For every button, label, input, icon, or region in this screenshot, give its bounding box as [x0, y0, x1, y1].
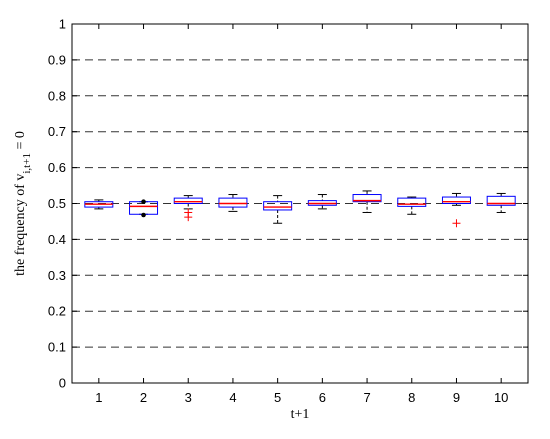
x-tick-label: 2 — [140, 390, 147, 405]
x-tick-label: 7 — [363, 390, 370, 405]
box-iqr — [263, 201, 293, 211]
y-tick-label: 0.7 — [48, 124, 66, 139]
outlier-point — [141, 212, 146, 218]
x-tick-label: 10 — [494, 390, 508, 405]
y-tick-label: 1 — [59, 17, 66, 32]
y-axis-title-subscript: i,t+1 — [21, 153, 33, 174]
outlier-point — [141, 199, 146, 205]
box-plot-9 — [441, 192, 471, 228]
x-tick-label: 5 — [274, 390, 281, 405]
outlier-point — [184, 213, 193, 222]
y-tick-label: 0.3 — [48, 268, 66, 283]
y-axis-title: the frequency of vi,t+1 = 0 — [13, 131, 33, 276]
box-plot-10 — [486, 192, 516, 213]
box-plot-5 — [263, 195, 293, 224]
x-tick-label: 6 — [319, 390, 326, 405]
box-plot-6 — [307, 194, 337, 210]
box-iqr — [397, 197, 427, 207]
y-tick-label: 0.1 — [48, 340, 66, 355]
box-plot-4 — [218, 194, 248, 212]
box-iqr — [441, 196, 471, 204]
y-axis-title-suffix: = 0 — [13, 131, 28, 153]
box-plot-7 — [352, 190, 382, 213]
box-iqr — [486, 195, 516, 206]
y-tick-label: 0.9 — [48, 52, 66, 67]
box-plot-2 — [129, 199, 159, 218]
x-axis-title: t+1 — [291, 407, 310, 422]
y-tick-label: 0 — [59, 376, 66, 391]
x-tick-label: 1 — [95, 390, 102, 405]
box-plot-8 — [397, 196, 427, 215]
x-axis-ticks: 1 2 3 4 5 6 7 8 9 10 — [95, 24, 508, 405]
box-plot-3 — [173, 195, 203, 222]
box-series — [84, 190, 516, 228]
y-axis-ticks: 0 0.1 0.2 0.3 0.4 0.5 0.6 0.7 0.8 0.9 1 — [48, 17, 528, 391]
box-iqr — [352, 194, 382, 203]
box-plot-1 — [84, 199, 114, 210]
y-tick-label: 0.2 — [48, 304, 66, 319]
y-tick-label: 0.6 — [48, 160, 66, 175]
x-tick-label: 9 — [453, 390, 460, 405]
y-tick-label: 0.5 — [48, 196, 66, 211]
x-tick-label: 8 — [408, 390, 415, 405]
y-axis-title-main: the frequency of v — [13, 174, 28, 276]
x-tick-label: 4 — [229, 390, 236, 405]
box-iqr — [173, 197, 203, 205]
x-tick-label: 3 — [185, 390, 192, 405]
y-tick-label: 0.4 — [48, 232, 66, 247]
box-iqr — [218, 197, 248, 208]
outlier-point — [452, 219, 461, 228]
y-tick-label: 0.8 — [48, 88, 66, 103]
